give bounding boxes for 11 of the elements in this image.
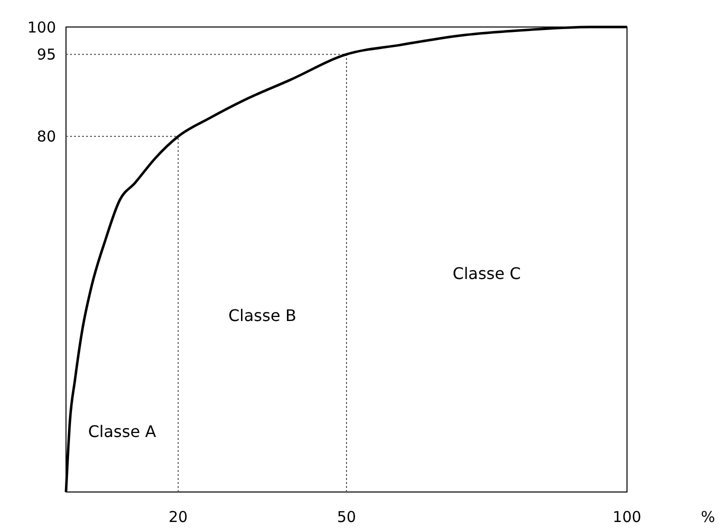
annotation: Classe A (88, 422, 156, 442)
x-tick-label: 50 (336, 508, 356, 526)
y-tick-label: 80 (36, 128, 56, 146)
y-tick-label: 95 (36, 46, 56, 64)
x-axis-title: % (700, 508, 716, 526)
line-series (64, 26, 628, 494)
x-tick-label: 20 (168, 508, 188, 526)
annotation: Classe B (228, 306, 296, 325)
y-tick-label: 100 (27, 18, 56, 36)
annotation: Classe C (452, 264, 521, 284)
x-tick-label: 100 (612, 508, 642, 526)
